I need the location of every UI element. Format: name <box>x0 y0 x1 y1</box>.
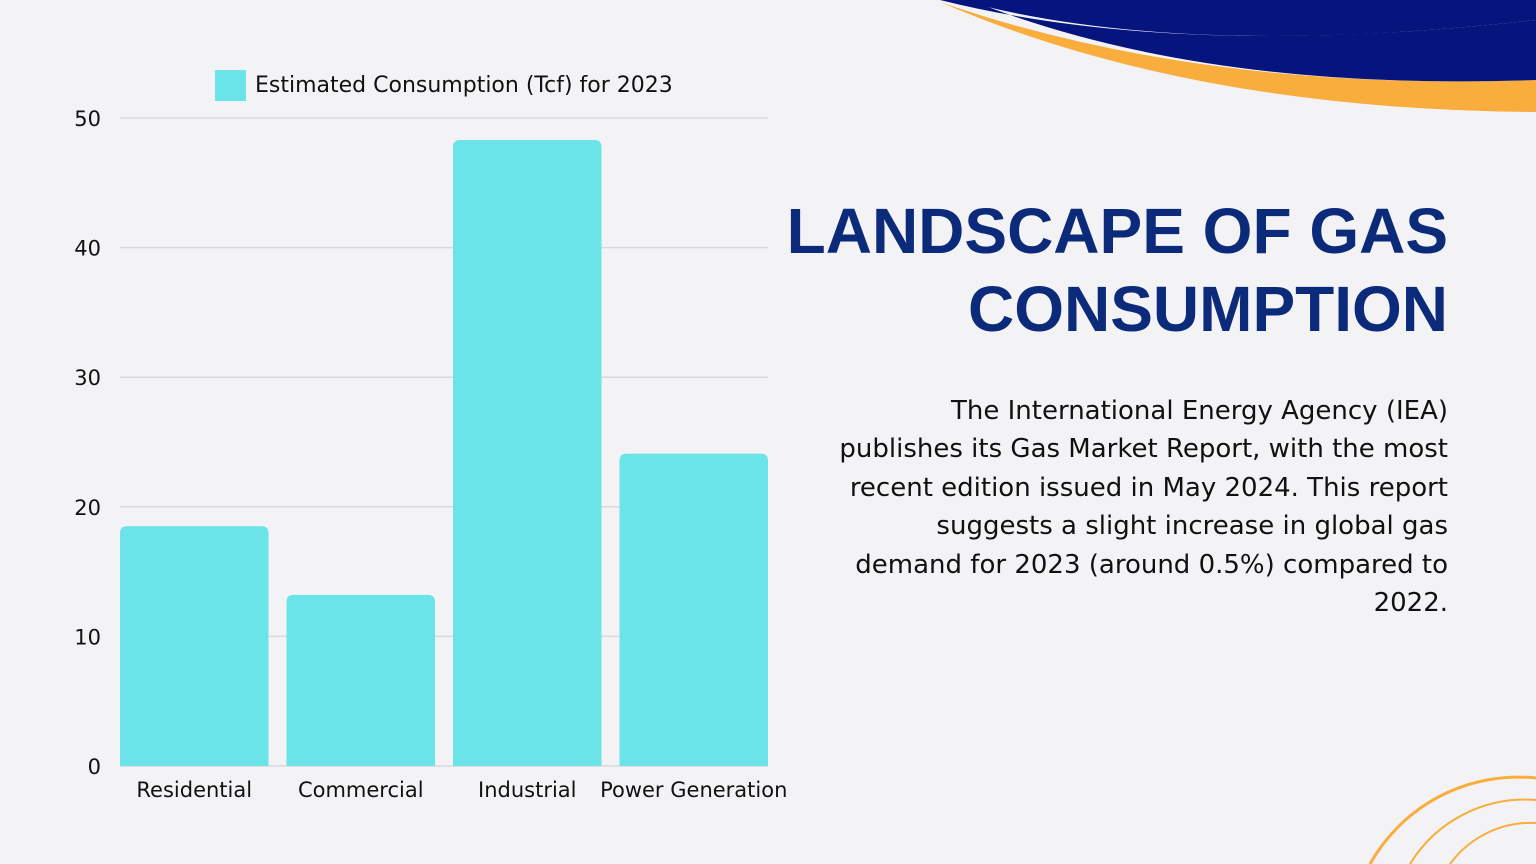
slide-title-line2: CONSUMPTION <box>968 273 1448 345</box>
y-tick-label: 10 <box>74 625 101 649</box>
orange-swoosh <box>940 2 1536 112</box>
bar-commercial <box>286 594 435 766</box>
y-tick-label: 30 <box>74 366 101 390</box>
slide-title-line1: LANDSCAPE OF GAS <box>786 195 1448 267</box>
x-tick-label: Commercial <box>298 778 424 802</box>
y-tick-label: 0 <box>88 755 101 779</box>
bar-power-generation <box>619 453 768 766</box>
x-tick-label: Industrial <box>478 778 577 802</box>
navy-swoosh <box>940 0 1536 82</box>
bar-residential <box>120 526 269 766</box>
bar-industrial <box>453 140 602 767</box>
legend-label: Estimated Consumption (Tcf) for 2023 <box>255 73 673 98</box>
bar-chart: 0 10 20 30 40 50 Residential Commercial Industri… <box>74 107 787 802</box>
y-tick-label: 50 <box>74 107 101 131</box>
slide-title: LANDSCAPE OF GAS CONSUMPTION <box>748 192 1448 348</box>
y-tick-label: 20 <box>74 496 101 520</box>
x-tick-label: Residential <box>136 778 252 802</box>
chart-legend: Estimated Consumption (Tcf) for 2023 <box>215 70 673 101</box>
orange-arc <box>1368 775 1536 864</box>
orange-arc <box>1409 798 1536 864</box>
slide-body-text: The International Energy Agency (IEA) pu… <box>839 396 1448 619</box>
orange-arc <box>1449 821 1536 864</box>
x-tick-label: Power Generation <box>600 778 787 802</box>
y-tick-label: 40 <box>74 237 101 261</box>
navy-swoosh-top <box>960 0 1536 36</box>
legend-swatch <box>215 70 246 101</box>
